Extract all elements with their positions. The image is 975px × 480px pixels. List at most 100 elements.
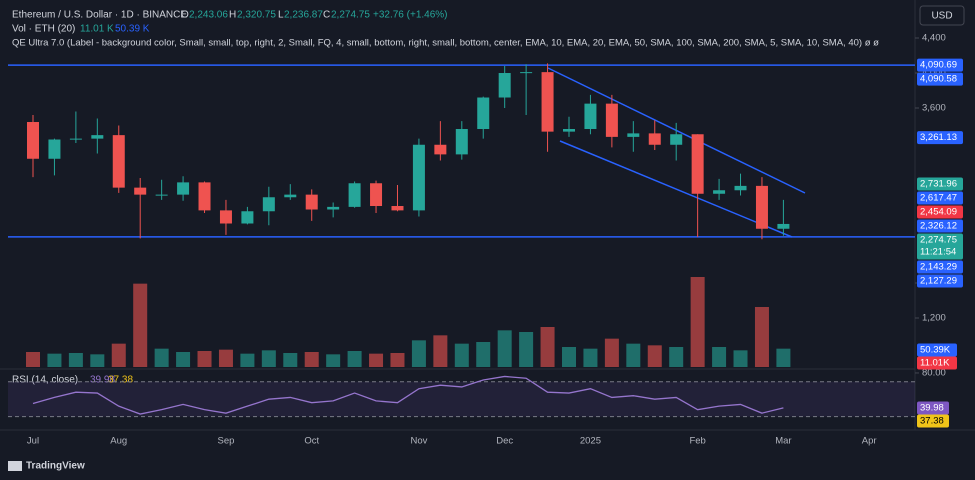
x-tick-label: Nov [410, 436, 427, 447]
price-badge [917, 177, 963, 191]
volume-bar [390, 353, 405, 367]
rsi-badge-label: 39.98 [920, 403, 944, 414]
candle-body [541, 72, 554, 132]
h-label: H [229, 10, 236, 21]
volume-bar [454, 343, 469, 367]
volume-bar [154, 348, 169, 367]
candle-body [584, 103, 597, 130]
volume-bar [176, 352, 191, 367]
volume-bar [669, 347, 684, 367]
price-badge-label: 2,617.47 [920, 192, 957, 203]
candle-body [69, 138, 82, 140]
vol-ma: 50.39 K [115, 24, 150, 35]
price-badge-label: 2,274.75 [920, 234, 957, 245]
volume-bar [476, 342, 491, 367]
x-tick-label: Sep [218, 436, 235, 447]
price-badge-label: 2,127.29 [920, 275, 957, 286]
candle-body [198, 182, 211, 211]
volume-bar [197, 351, 212, 367]
volume-bar [68, 353, 83, 367]
l-label: L [278, 10, 284, 21]
volume-badge-label: 11.01K [920, 358, 950, 369]
y-tick-label: 3,600 [922, 103, 946, 114]
volume-bar [26, 352, 40, 367]
c-value: 2,274.75 [331, 10, 370, 21]
candle-body [370, 183, 383, 207]
candle-body [648, 133, 661, 145]
candle-body [219, 210, 232, 224]
volume-bar [369, 353, 384, 367]
candle-body [155, 194, 168, 196]
x-tick-label: Oct [304, 436, 319, 447]
x-tick-label: Aug [110, 436, 127, 447]
currency[interactable]: USD [931, 11, 952, 22]
x-tick-label: Jul [27, 436, 39, 447]
candle-body [477, 97, 490, 130]
x-tick-label: Mar [775, 436, 791, 447]
y-tick-label: 1,200 [922, 313, 946, 324]
price-badge [917, 233, 963, 260]
volume-badge-label: 50.39K [920, 345, 951, 356]
price-badge [917, 191, 963, 205]
vol-value: 11.01 K [80, 24, 114, 35]
volume-bar [690, 277, 705, 367]
candle-body [48, 139, 61, 159]
x-tick-label: Dec [496, 436, 513, 447]
price-badge-label: 2,326.12 [920, 220, 957, 231]
symbol: Ethereum / U.S. Dollar · 1D · BINANCE [12, 10, 187, 21]
candle-body [563, 129, 575, 132]
candle-body [327, 206, 340, 210]
volume-bar [218, 349, 233, 367]
volume-bar [240, 353, 255, 367]
brand: TradingView [26, 461, 85, 472]
price-badge [917, 58, 963, 72]
candle-body [284, 194, 297, 198]
l-value: 2,236.87 [284, 10, 323, 21]
candle-body [734, 185, 747, 191]
candle-body [134, 187, 147, 195]
countdown: 11:21:54 [920, 246, 956, 257]
candle-body [691, 134, 704, 194]
brand-logo [8, 461, 22, 471]
price-badge [917, 131, 963, 145]
volume-bar [261, 350, 276, 367]
price-badge-label: 2,731.96 [920, 178, 957, 189]
volume-bar [326, 354, 341, 367]
c-label: C [323, 10, 330, 21]
candle-body [177, 182, 190, 195]
price-badge [917, 72, 963, 86]
o-value: 2,243.06 [189, 10, 228, 21]
volume-bar [754, 307, 769, 367]
candle-body [241, 211, 254, 224]
price-badge-label: 2,454.09 [920, 206, 957, 217]
volume-bar [776, 348, 791, 367]
vol-legend: Vol · ETH (20) [12, 24, 75, 35]
volume-bar [304, 352, 319, 367]
rsi-badge [917, 414, 949, 428]
y-tick-label: 4,400 [922, 33, 946, 44]
volume-bar [540, 327, 555, 367]
candle-body [755, 185, 768, 229]
volume-bar [519, 332, 534, 367]
price-badge [917, 274, 963, 288]
rsi-legend: RSI (14, close) [12, 375, 78, 386]
candle-body [455, 129, 468, 155]
volume-bar [411, 340, 426, 367]
candle-body [498, 73, 511, 98]
candle-body [305, 194, 318, 210]
o-label: O [181, 10, 189, 21]
currency-button[interactable] [919, 5, 965, 26]
candle-body [777, 223, 790, 229]
channel-line [559, 140, 793, 238]
x-tick-label: Apr [862, 436, 877, 447]
price-badge-label: 4,090.58 [920, 74, 957, 85]
x-tick-label: Feb [689, 436, 705, 447]
candle-body [520, 72, 533, 74]
candle-body [434, 144, 447, 155]
candle-body [391, 206, 404, 211]
change: +32.76 (+1.46%) [373, 10, 448, 21]
candle-body [713, 190, 726, 194]
volume-bar [733, 350, 748, 367]
volume-bar [562, 347, 576, 367]
